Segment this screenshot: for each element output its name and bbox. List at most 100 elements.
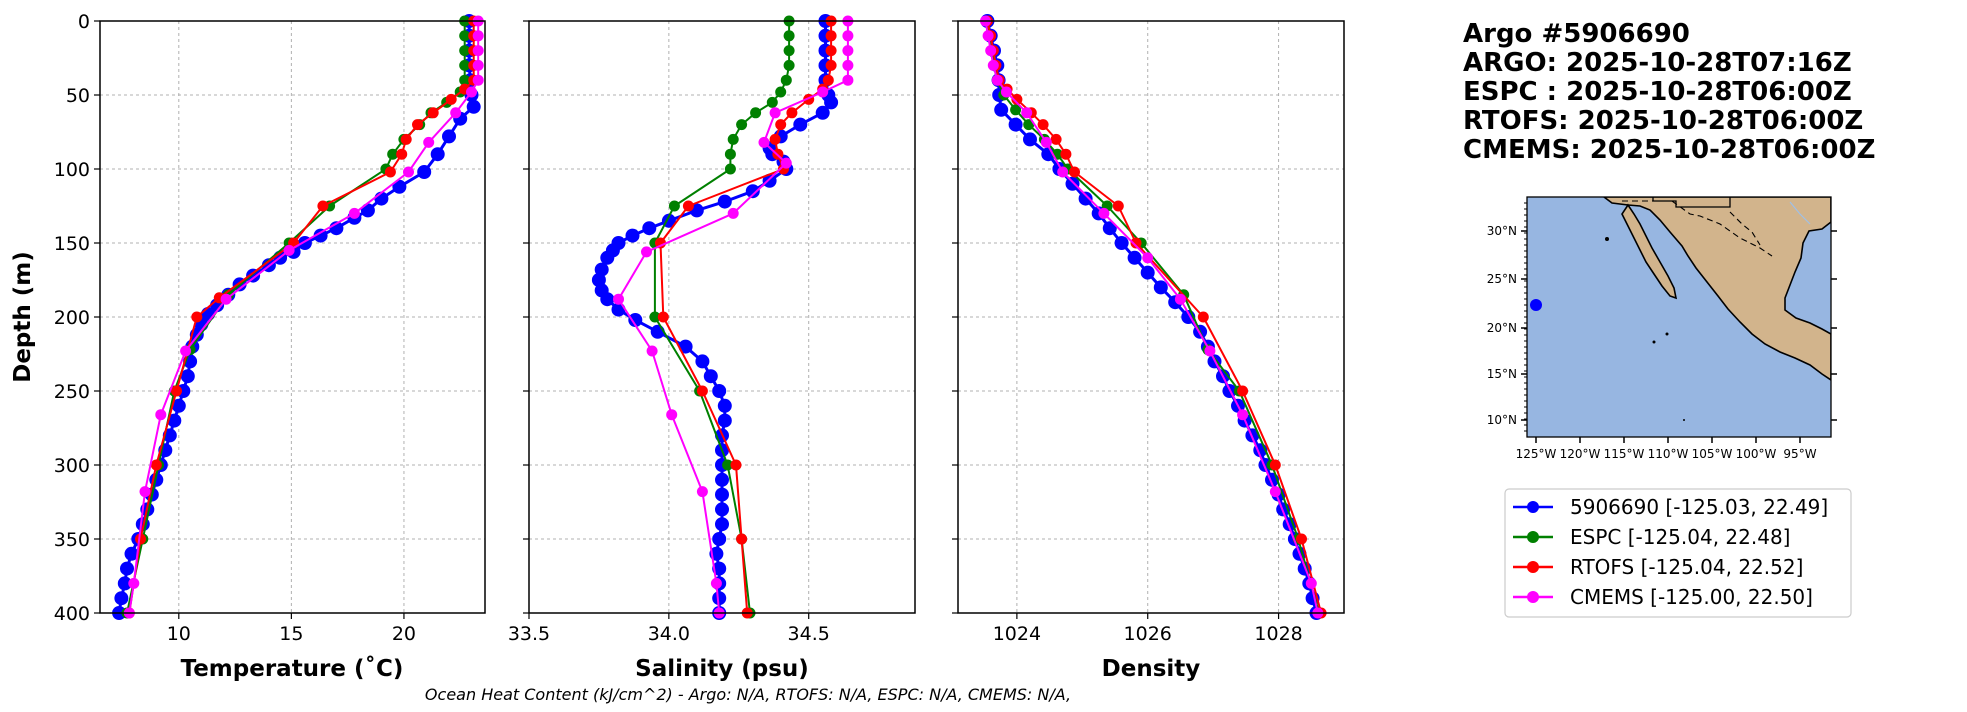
legend: 5906690 [-125.03, 22.49] ESPC [-125.04, 2… — [1504, 488, 1852, 618]
salinity-point-5906690 — [715, 517, 729, 532]
legend-box — [1504, 488, 1852, 618]
temperature-point-5906690 — [392, 179, 407, 194]
xtick-label-10: 10 — [167, 623, 191, 645]
temperature-point-rtofs — [396, 148, 408, 160]
salinity-series-5906690 — [591, 14, 839, 620]
density-point-5906690 — [1153, 280, 1168, 295]
density-xlabel: Density — [1102, 656, 1201, 682]
density-point-rtofs — [1112, 200, 1124, 212]
map-border-states — [1729, 211, 1761, 246]
density-point-cmems — [991, 74, 1003, 86]
salinity-point-rtofs — [822, 74, 834, 86]
temperature-point-cmems — [466, 86, 477, 98]
ytick-label-50: 50 — [66, 85, 90, 107]
density-point-cmems — [982, 30, 994, 42]
salinity-point-cmems — [842, 45, 854, 57]
salinity-point-5906690 — [712, 384, 727, 398]
ytick-label-350: 350 — [54, 529, 90, 551]
float-location-marker — [1530, 299, 1542, 311]
temperature-point-cmems — [283, 244, 295, 256]
location-map: 30°N 25°N 20°N 15°N 10°N 125°W 120°W 115°W 110°W… — [1487, 196, 1837, 461]
map-island — [1652, 340, 1656, 344]
density-series-rtofs — [981, 15, 1327, 619]
density-point-rtofs — [1269, 459, 1281, 471]
legend-entry: ESPC [-125.04, 22.48] — [1513, 525, 1791, 549]
density-point-cmems — [1057, 166, 1069, 178]
info-title: Argo #5906690 — [1463, 19, 1690, 49]
salinity-point-5906690 — [712, 561, 727, 576]
salinity-point-espc — [724, 163, 736, 175]
salinity-point-espc — [736, 119, 748, 131]
density-point-cmems — [1000, 86, 1012, 98]
salinity-point-espc — [727, 133, 739, 145]
temperature-point-5906690 — [167, 413, 182, 428]
salinity-point-cmems — [696, 486, 708, 498]
temperature-point-cmems — [220, 293, 232, 305]
density-point-rtofs — [1237, 385, 1249, 397]
salinity-point-5906690 — [600, 292, 615, 307]
ohc-footnote: Ocean Heat Content (kJ/cm^2) - Argo: N/A… — [425, 685, 1071, 704]
salinity-point-cmems — [817, 86, 829, 98]
map-lat-label: 20°N — [1487, 321, 1517, 335]
depth-ylabel: Depth (m) — [10, 251, 36, 383]
ytick-label-400: 400 — [54, 603, 90, 625]
ytick-label-100: 100 — [54, 159, 90, 181]
ytick-label-250: 250 — [54, 381, 90, 403]
density-point-cmems — [987, 59, 999, 71]
salinity-point-5906690 — [650, 324, 665, 339]
salinity-point-5906690 — [815, 105, 830, 120]
temperature-point-cmems — [348, 207, 360, 219]
density-point-cmems — [1142, 252, 1154, 264]
ytick-label-150: 150 — [54, 233, 90, 255]
salinity-point-rtofs — [736, 533, 748, 545]
temperature-point-rtofs — [191, 311, 203, 323]
info-rtofs-time: RTOFS: 2025-10-28T06:00Z — [1463, 106, 1863, 136]
density-point-cmems — [1040, 136, 1052, 148]
temperature-point-5906690 — [120, 561, 134, 576]
salinity-point-cmems — [727, 207, 739, 219]
map-lon-label: 120°W — [1560, 447, 1601, 461]
salinity-point-cmems — [613, 293, 624, 305]
temperature-point-espc — [459, 45, 471, 57]
temperature-point-5906690 — [417, 165, 432, 179]
salinity-point-cmems — [646, 345, 658, 357]
xtick-label-34.5: 34.5 — [788, 623, 830, 645]
salinity-point-5906690 — [745, 184, 760, 199]
info-espc-time: ESPC : 2025-10-28T06:00Z — [1463, 77, 1852, 107]
temperature-point-5906690 — [124, 546, 139, 561]
temperature-point-5906690 — [114, 591, 129, 606]
density-point-5906690 — [994, 102, 1009, 117]
density-point-cmems — [985, 45, 997, 57]
salinity-point-espc — [766, 96, 778, 108]
temperature-point-5906690 — [313, 228, 328, 243]
density-series-espc — [981, 15, 1325, 619]
temperature-point-cmems — [472, 74, 484, 86]
salinity-point-5906690 — [717, 398, 732, 413]
xtick-label-1028: 1028 — [1254, 623, 1302, 645]
density-point-cmems — [1098, 207, 1110, 219]
salinity-point-espc — [722, 459, 734, 471]
salinity-point-rtofs — [775, 119, 787, 131]
salinity-point-rtofs — [769, 133, 781, 145]
salinity-point-cmems — [710, 577, 722, 589]
legend-entry: RTOFS [-125.04, 22.52] — [1513, 555, 1803, 579]
salinity-panel: 33.5 34.0 34.5 Salinity (psu) — [508, 14, 916, 682]
density-point-5906690 — [1023, 132, 1037, 147]
map-lon-label: 115°W — [1604, 447, 1645, 461]
legend-marker — [1527, 531, 1539, 543]
temperature-point-5906690 — [360, 203, 375, 218]
salinity-point-espc — [783, 30, 795, 42]
salinity-point-cmems — [758, 136, 770, 148]
salinity-point-5906690 — [824, 95, 839, 110]
xtick-label-20: 20 — [392, 623, 416, 645]
legend-marker — [1527, 501, 1539, 513]
xtick-label-1024: 1024 — [993, 623, 1041, 645]
density-point-rtofs — [1011, 93, 1023, 105]
density-point-rtofs — [1069, 166, 1080, 178]
salinity-point-espc — [750, 107, 762, 119]
salinity-xlabel: Salinity (psu) — [635, 656, 809, 682]
xtick-label-15: 15 — [279, 623, 303, 645]
density-point-cmems — [1174, 293, 1186, 305]
map-lat-label: 15°N — [1487, 367, 1517, 381]
map-border-us-mexico — [1622, 200, 1773, 257]
